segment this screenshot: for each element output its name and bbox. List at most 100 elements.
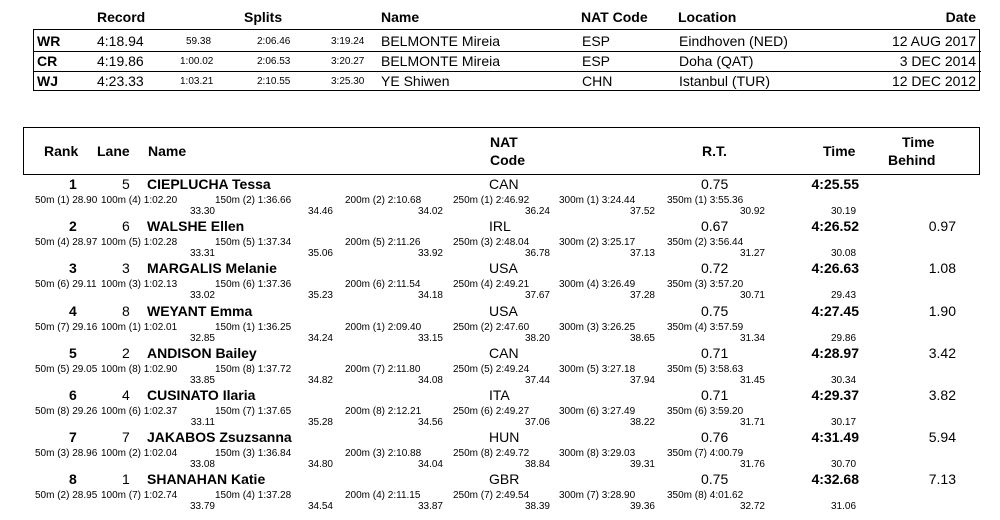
split-label: 250m (4) 2:49.21 xyxy=(453,279,530,291)
split-lap: 33.79 xyxy=(189,501,215,513)
nat-header-line2: Code xyxy=(490,152,525,168)
split-label: 150m (2) 1:36.66 xyxy=(215,195,292,206)
record-split: 3:19.24 xyxy=(331,36,365,47)
split-label: 150m (7) 1:37.65 xyxy=(215,406,292,417)
split-label: 200m (6) 2:11.54 xyxy=(345,279,421,291)
nat-code: USA xyxy=(489,260,518,277)
split-label: 100m (4) 1:02.20 xyxy=(101,195,178,206)
split-lap: 37.06 xyxy=(524,417,550,428)
lane: 8 xyxy=(122,302,130,319)
final-lap: 31.06 xyxy=(831,501,857,513)
records-table: Record Splits Name NAT Code Location Dat… xyxy=(33,7,981,91)
time-behind: 1.08 xyxy=(928,260,956,277)
record-time: 4:18.94 xyxy=(97,33,144,49)
split-lap: 34.54 xyxy=(307,501,333,513)
record-split: 2:06.46 xyxy=(257,36,291,47)
split-lap: 35.06 xyxy=(307,248,333,260)
record-split: 1:00.02 xyxy=(180,56,214,67)
split-label: 150m (8) 1:37.72 xyxy=(215,363,292,375)
time-behind: 3.82 xyxy=(928,387,956,403)
final-time: 4:29.37 xyxy=(811,387,859,403)
split-label: 250m (8) 2:49.72 xyxy=(453,448,530,460)
split-lap: 34.02 xyxy=(417,206,443,217)
split-lap: 39.31 xyxy=(629,459,655,471)
result-row: 2 6 WALSHE Ellen IRL 0.67 4:26.52 0.97 50m (4) … xyxy=(23,217,980,259)
split-label: 300m (7) 3:28.90 xyxy=(559,490,636,502)
record-date: 3 DEC 2014 xyxy=(899,53,976,69)
record-date: 12 AUG 2017 xyxy=(891,33,976,49)
split-label: 200m (5) 2:11.26 xyxy=(345,237,421,249)
time-behind: 0.97 xyxy=(928,218,956,235)
split-label: 150m (6) 1:37.36 xyxy=(215,279,292,291)
time-behind: 5.94 xyxy=(928,429,956,446)
final-time: 4:25.55 xyxy=(811,176,859,192)
split-label: 50m (1) 28.90 xyxy=(35,195,98,206)
record-nat: ESP xyxy=(582,33,611,49)
split-lap: 33.11 xyxy=(190,417,215,428)
record-nat: ESP xyxy=(582,53,611,69)
lane: 1 xyxy=(122,471,130,488)
split-lap: 32.85 xyxy=(189,332,215,344)
record-split: 3:20.27 xyxy=(331,56,365,67)
nat-code: HUN xyxy=(489,429,520,446)
split-lap: 34.24 xyxy=(307,332,333,344)
split-label: 100m (6) 1:02.37 xyxy=(101,406,178,417)
time-behind-header-line1: Time xyxy=(902,134,935,150)
split-lap: 34.04 xyxy=(417,459,443,471)
split-lap: 30.92 xyxy=(739,206,765,217)
split-lap: 35.28 xyxy=(307,417,333,428)
split-lap: 37.67 xyxy=(524,290,550,302)
split-label: 300m (8) 3:29.03 xyxy=(559,448,636,460)
split-label: 200m (7) 2:11.80 xyxy=(345,363,421,375)
name-header: Name xyxy=(148,143,187,159)
split-lap: 34.82 xyxy=(307,374,333,386)
swimmer-name: CUSINATO Ilaria xyxy=(147,387,256,403)
result-row: 5 2 ANDISON Bailey CAN 0.71 4:28.97 3.42 50m (5… xyxy=(23,344,980,386)
split-lap: 31.76 xyxy=(739,459,765,471)
record-date: 12 DEC 2012 xyxy=(891,73,976,89)
record-split: 3:25.30 xyxy=(331,76,365,87)
split-label: 50m (8) 29.26 xyxy=(35,406,98,417)
reaction-time: 0.76 xyxy=(701,429,729,446)
lane: 3 xyxy=(122,260,130,277)
nat-code: IRL xyxy=(489,218,511,235)
record-type: CR xyxy=(37,53,58,69)
final-lap: 29.43 xyxy=(831,290,857,302)
lane: 5 xyxy=(122,176,130,192)
result-row: 3 3 MARGALIS Melanie USA 0.72 4:26.63 1.08 50m … xyxy=(23,259,980,301)
time-behind-header-line2: Behind xyxy=(888,152,936,168)
split-label: 300m (6) 3:27.49 xyxy=(559,406,636,417)
final-lap: 30.17 xyxy=(831,417,857,428)
nat-code-header: NAT Code xyxy=(581,9,648,25)
split-label: 350m (8) 4:01.62 xyxy=(667,490,744,502)
split-lap: 31.71 xyxy=(739,417,765,428)
split-lap: 34.46 xyxy=(307,206,333,217)
split-lap: 36.24 xyxy=(524,206,550,217)
nat-code: CAN xyxy=(489,176,519,192)
split-label: 350m (1) 3:55.36 xyxy=(667,195,744,206)
split-lap: 30.71 xyxy=(739,290,765,302)
split-label: 300m (3) 3:26.25 xyxy=(559,321,636,333)
split-lap: 32.72 xyxy=(739,501,765,513)
split-label: 100m (2) 1:02.04 xyxy=(101,448,178,460)
swimmer-name: ANDISON Bailey xyxy=(147,344,257,361)
split-label: 100m (1) 1:02.01 xyxy=(101,321,178,333)
lane: 7 xyxy=(122,429,130,446)
split-label: 50m (6) 29.11 xyxy=(35,279,97,291)
nat-code: ITA xyxy=(489,387,510,403)
swimmer-name: JAKABOS Zsuzsanna xyxy=(147,429,292,446)
record-time: 4:23.33 xyxy=(97,73,144,89)
final-time: 4:28.97 xyxy=(811,344,859,361)
record-type: WJ xyxy=(37,73,58,89)
split-label: 50m (5) 29.05 xyxy=(35,363,98,375)
split-label: 300m (5) 3:27.18 xyxy=(559,363,636,375)
result-row: 6 4 CUSINATO Ilaria ITA 0.71 4:29.37 3.82 50m (… xyxy=(23,386,980,428)
record-split: 1:03.21 xyxy=(180,76,214,87)
result-row: 7 7 JAKABOS Zsuzsanna HUN 0.76 4:31.49 5.94 50m… xyxy=(23,428,980,470)
result-row: 1 5 CIEPLUCHA Tessa CAN 0.75 4:25.55 50m (1) 2… xyxy=(23,175,980,217)
final-time: 4:31.49 xyxy=(811,429,859,446)
split-label: 300m (2) 3:25.17 xyxy=(559,237,636,249)
final-lap: 29.86 xyxy=(831,332,857,344)
split-label: 50m (7) 29.16 xyxy=(35,321,98,333)
record-time: 4:19.86 xyxy=(97,53,144,69)
